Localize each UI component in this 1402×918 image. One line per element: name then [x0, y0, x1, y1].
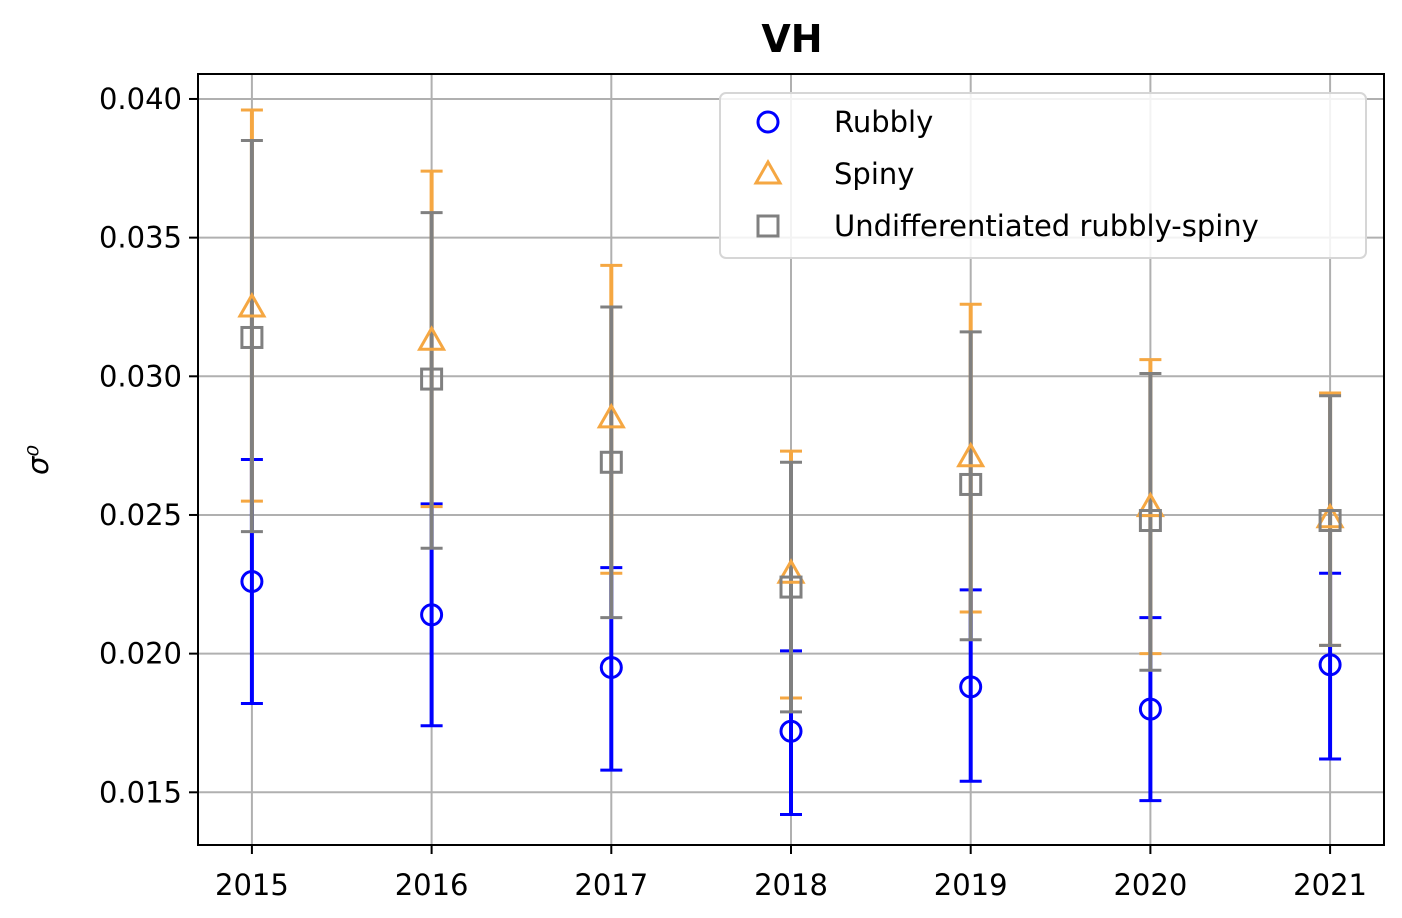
point-undifferentiated-rubbly-spiny — [420, 367, 444, 391]
point-rubbly — [599, 656, 623, 680]
x-tick-label: 2017 — [574, 868, 648, 902]
y-tick-label: 0.020 — [99, 637, 182, 671]
x-tick-label: 2019 — [934, 868, 1008, 902]
point-spiny — [956, 441, 986, 468]
legend-label-spiny: Spiny — [834, 157, 914, 191]
legend-marker-rubbly — [756, 110, 780, 134]
data-markers — [237, 291, 1345, 743]
legend-label-rubbly: Rubbly — [834, 105, 933, 139]
x-axis-ticks: 2015 2016 2017 2018 2019 2020 2021 — [215, 845, 1367, 902]
x-tick-label: 2021 — [1293, 868, 1367, 902]
error-bars — [240, 108, 1342, 816]
legend-marker-spiny — [753, 158, 783, 185]
x-tick-label: 2015 — [215, 868, 289, 902]
x-tick-label: 2016 — [395, 868, 469, 902]
point-spiny — [237, 291, 267, 318]
legend: Rubbly Spiny Undifferentiated rubbly-spiny — [719, 92, 1367, 259]
point-rubbly — [420, 603, 444, 627]
point-undifferentiated-rubbly-spiny — [1318, 509, 1342, 533]
point-undifferentiated-rubbly-spiny — [599, 450, 623, 474]
legend-marker-undifferentiated-rubbly-spiny — [756, 214, 780, 238]
y-tick-label: 0.030 — [99, 359, 182, 393]
point-undifferentiated-rubbly-spiny — [240, 325, 264, 349]
y-tick-label: 0.025 — [99, 498, 182, 532]
y-axis-label: σ⁰ — [21, 445, 55, 475]
point-undifferentiated-rubbly-spiny — [959, 472, 983, 496]
point-spiny — [596, 402, 626, 429]
point-spiny — [1135, 491, 1165, 518]
point-undifferentiated-rubbly-spiny — [779, 575, 803, 599]
point-rubbly — [240, 570, 264, 594]
point-spiny — [776, 558, 806, 584]
point-spiny — [1315, 502, 1345, 529]
point-rubbly — [779, 719, 803, 743]
chart-title: VH — [761, 17, 822, 61]
legend-box — [719, 92, 1367, 259]
point-undifferentiated-rubbly-spiny — [1138, 509, 1162, 533]
point-spiny — [417, 325, 447, 351]
x-tick-label: 2020 — [1113, 868, 1187, 902]
legend-label-undifferentiated-rubbly-spiny: Undifferentiated rubbly-spiny — [834, 209, 1259, 243]
y-tick-label: 0.015 — [99, 775, 182, 809]
y-tick-label: 0.035 — [99, 221, 182, 255]
y-axis-ticks: 0.015 0.020 0.025 0.030 0.035 0.040 — [99, 82, 198, 809]
x-tick-label: 2018 — [754, 868, 828, 902]
point-rubbly — [1138, 697, 1162, 721]
point-rubbly — [959, 675, 983, 699]
y-tick-label: 0.040 — [99, 82, 182, 116]
point-rubbly — [1318, 653, 1342, 677]
